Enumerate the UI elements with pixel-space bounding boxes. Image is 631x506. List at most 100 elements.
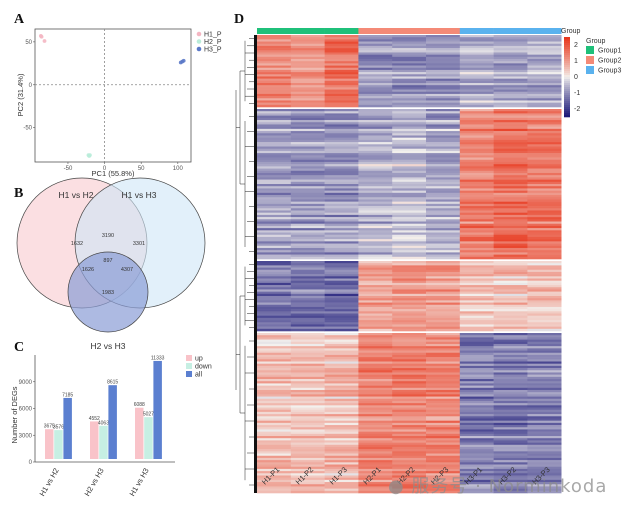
- heatmap-cell: [324, 230, 359, 233]
- heatmap-cell: [257, 256, 292, 260]
- heatmap-cell: [527, 261, 562, 264]
- heatmap-cell: [527, 124, 562, 127]
- heatmap-cell: [426, 468, 461, 472]
- heatmap-cell: [392, 236, 427, 240]
- heatmap-cell: [290, 296, 325, 299]
- heatmap-cell: [290, 192, 325, 196]
- heatmap-cell: [358, 335, 393, 338]
- heatmap-cell: [257, 411, 292, 415]
- heatmap-cell: [426, 146, 461, 150]
- heatmap-cell: [527, 236, 562, 240]
- colorbar-gradient-step: [564, 39, 570, 42]
- heatmap-cell: [459, 102, 494, 106]
- heatmap-cell: [392, 190, 427, 194]
- heatmap-cell: [459, 146, 494, 150]
- heatmap-cell: [290, 398, 325, 402]
- heatmap-cell: [324, 365, 359, 369]
- heatmap-cell: [426, 54, 461, 58]
- heatmap-cell: [257, 214, 292, 218]
- heatmap-cell: [392, 219, 427, 222]
- heatmap-cell: [459, 436, 494, 439]
- heatmap-cell: [527, 54, 562, 58]
- heatmap-cell: [527, 239, 562, 242]
- venn-set-h2-vs-h3: [67, 251, 149, 333]
- heatmap-cell: [257, 374, 292, 378]
- heatmap-cell: [459, 109, 494, 112]
- heatmap-cell: [257, 350, 292, 354]
- heatmap-cell: [290, 217, 325, 220]
- heatmap-cell: [257, 192, 292, 196]
- heatmap-cell: [257, 50, 292, 53]
- heatmap-cell: [358, 363, 393, 367]
- heatmap-cell: [290, 252, 325, 255]
- heatmap-cell: [358, 113, 393, 116]
- heatmap-cell: [426, 365, 461, 369]
- heatmap-cell: [459, 464, 494, 467]
- heatmap-cell: [493, 405, 528, 408]
- heatmap-cell: [426, 85, 461, 88]
- heatmap-cell: [324, 52, 359, 55]
- bar-down-0: [54, 430, 63, 459]
- heatmap-cell: [358, 252, 393, 255]
- heatmap-cell: [324, 98, 359, 101]
- heatmap-cell: [358, 337, 393, 340]
- heatmap-cell: [290, 372, 325, 375]
- heatmap-cell: [527, 394, 562, 397]
- heatmap-cell: [527, 144, 562, 147]
- heatmap-cell: [324, 381, 359, 384]
- bar-value-label: 5027: [143, 412, 154, 418]
- heatmap-cell: [459, 74, 494, 77]
- heatmap-cell: [358, 479, 393, 483]
- heatmap-cell: [426, 444, 461, 448]
- heatmap-cell: [290, 425, 325, 428]
- heatmap-cell: [392, 265, 427, 268]
- heatmap-cell: [324, 157, 359, 161]
- heatmap-cell: [257, 418, 292, 421]
- colorbar-gradient-step: [564, 75, 570, 78]
- heatmap-cell: [493, 460, 528, 463]
- heatmap-cell: [324, 261, 359, 264]
- heatmap-cell: [324, 89, 359, 93]
- heatmap-cell: [324, 484, 359, 487]
- heatmap-cell: [358, 122, 393, 125]
- heatmap-cell: [290, 91, 325, 95]
- heatmap-cell: [358, 109, 393, 112]
- heatmap-cell: [426, 201, 461, 205]
- heatmap-cell: [527, 98, 562, 101]
- heatmap-cell: [493, 488, 528, 492]
- heatmap-cell: [493, 179, 528, 183]
- heatmap-cell: [358, 159, 393, 163]
- heatmap-cell: [257, 78, 292, 82]
- heatmap-cell: [290, 104, 325, 108]
- heatmap-cell: [392, 444, 427, 448]
- heatmap-cell: [527, 265, 562, 268]
- heatmap-cell: [290, 186, 325, 189]
- heatmap-cell: [493, 352, 528, 356]
- heatmap-cell: [257, 387, 292, 391]
- bar-value-label: 8615: [107, 380, 118, 386]
- heatmap-cell: [493, 80, 528, 84]
- bar-down-1: [99, 425, 108, 459]
- heatmap-cell: [493, 245, 528, 249]
- heatmap-cell: [392, 115, 427, 119]
- heatmap-cell: [257, 201, 292, 205]
- heatmap-cell: [426, 276, 461, 279]
- heatmap-cell: [426, 256, 461, 260]
- heatmap-cell: [324, 400, 359, 404]
- heatmap-cell: [459, 131, 494, 134]
- heatmap-cell: [527, 468, 562, 472]
- heatmap-cell: [257, 475, 292, 478]
- heatmap-cell: [493, 427, 528, 430]
- heatmap-cell: [459, 446, 494, 450]
- heatmap-cell: [392, 48, 427, 51]
- heatmap-cell: [290, 54, 325, 58]
- heatmap-cell: [493, 374, 528, 378]
- heatmap-cell: [324, 300, 359, 303]
- heatmap-cell: [527, 104, 562, 108]
- heatmap-cell: [459, 155, 494, 158]
- heatmap-cell: [358, 484, 393, 487]
- heatmap-cell: [324, 414, 359, 417]
- heatmap-cell: [459, 352, 494, 356]
- heatmap-cell: [257, 381, 292, 384]
- heatmap-cell: [324, 289, 359, 292]
